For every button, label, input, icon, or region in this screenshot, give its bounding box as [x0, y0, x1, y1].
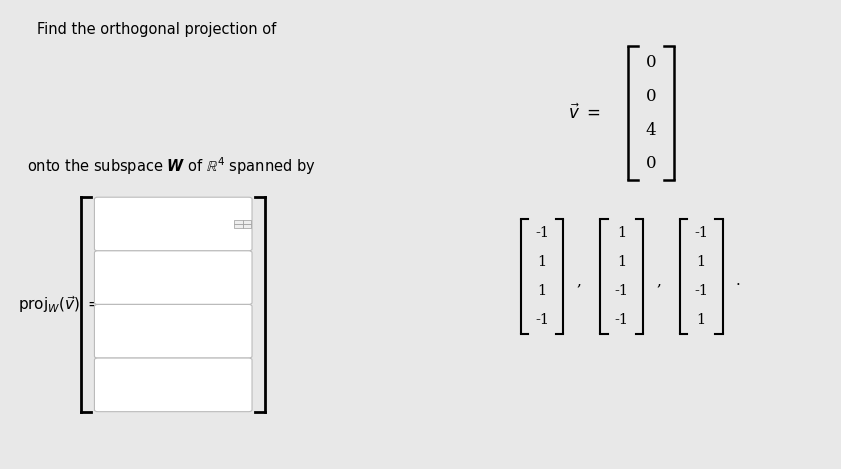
Text: 1: 1 [537, 284, 547, 298]
Text: 0: 0 [646, 88, 656, 105]
Text: 4: 4 [646, 121, 656, 138]
Text: 0: 0 [646, 155, 656, 172]
FancyBboxPatch shape [94, 358, 252, 412]
Text: Find the orthogonal projection of: Find the orthogonal projection of [37, 23, 276, 38]
Text: ,: , [656, 274, 661, 288]
FancyBboxPatch shape [243, 224, 251, 228]
FancyBboxPatch shape [94, 197, 252, 251]
Text: 1: 1 [696, 255, 706, 269]
Text: 0: 0 [646, 54, 656, 71]
FancyBboxPatch shape [94, 251, 252, 304]
Text: $\mathrm{proj}_W(\vec{v})\ =$: $\mathrm{proj}_W(\vec{v})\ =$ [19, 294, 101, 315]
Text: .: . [736, 274, 740, 288]
Text: -1: -1 [615, 284, 629, 298]
Text: -1: -1 [615, 313, 629, 327]
Text: $\vec{v}\ =$: $\vec{v}\ =$ [569, 104, 600, 123]
Text: -1: -1 [535, 226, 549, 240]
Text: 1: 1 [696, 313, 706, 327]
Text: -1: -1 [695, 284, 708, 298]
FancyBboxPatch shape [94, 304, 252, 358]
Text: ,: , [576, 274, 581, 288]
Text: 1: 1 [537, 255, 547, 269]
Text: -1: -1 [695, 226, 708, 240]
Text: onto the subspace $\boldsymbol{W}$ of $\mathbb{R}^4$ spanned by: onto the subspace $\boldsymbol{W}$ of $\… [27, 155, 315, 177]
FancyBboxPatch shape [235, 220, 243, 224]
Text: 1: 1 [617, 255, 627, 269]
Text: 1: 1 [617, 226, 627, 240]
Text: -1: -1 [535, 313, 549, 327]
FancyBboxPatch shape [235, 224, 243, 228]
FancyBboxPatch shape [243, 220, 251, 224]
